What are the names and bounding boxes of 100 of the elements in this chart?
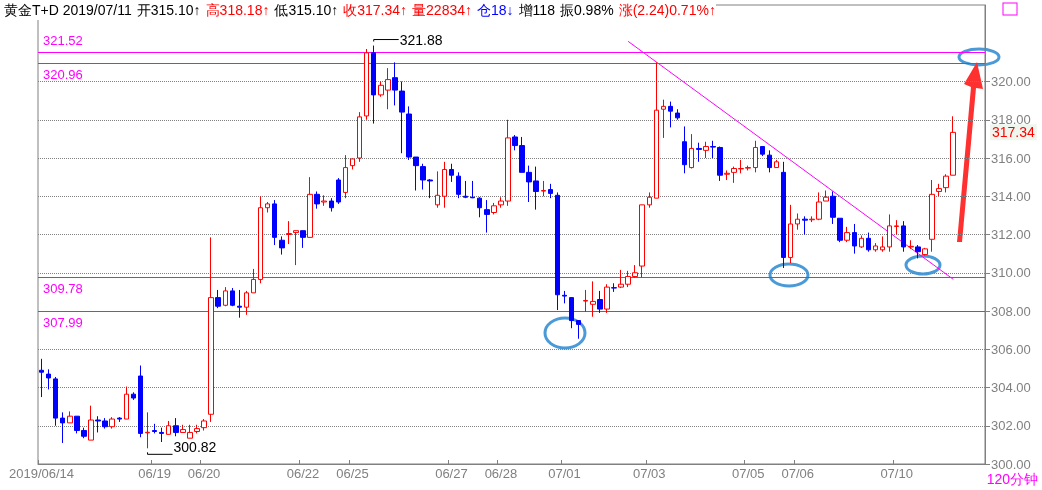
candlestick [109,416,115,430]
y-tick-label: 310.00 [991,265,1031,281]
candlestick [124,386,129,420]
x-tick-label: 07/05 [731,466,765,481]
candlestick [350,158,355,170]
ref-line-label: 320.96 [43,67,83,83]
candlestick [237,289,242,319]
y-tick-label: 314.00 [991,188,1031,204]
candlestick [943,173,949,193]
annotation: 低315.10↑ [274,2,339,20]
annotation: 高318.18↑ [205,2,270,20]
candlestick [753,140,758,173]
candlestick [314,190,320,210]
candlestick [449,163,454,183]
candlestick [286,220,292,245]
candlestick [223,286,228,307]
candlestick [541,180,546,197]
candlestick [675,108,680,121]
candlestick [159,427,164,443]
candlestick [138,365,143,438]
candlestick [661,99,666,139]
x-tick-label: 07/06 [781,466,814,481]
candlestick [915,244,921,259]
candlestick [300,230,306,249]
candlestick [802,215,808,235]
y-tick-label: 302.00 [991,418,1031,434]
candlestick [844,226,850,243]
candlestick [760,146,765,157]
candlestick [654,61,659,199]
candlestick [852,223,857,255]
x-axis-title: 120分钟 [986,471,1038,489]
candlestick [830,190,836,225]
candlestick [901,220,906,253]
ref-line-label: 321.52 [43,33,83,49]
candlestick [668,101,673,128]
candlestick [611,282,617,293]
candlestick [215,289,221,309]
y-tick-label: 308.00 [991,303,1031,319]
candlestick [922,247,928,257]
x-tick-label: 06/28 [484,466,518,481]
x-tick-label: 06/22 [286,466,320,481]
candlestick [583,289,588,313]
candlestick [208,236,214,423]
x-tick-label: 2019/06/14 [8,466,75,481]
annotation: 涨(2.24)0.71%↑ [618,2,716,20]
candlestick [364,48,369,121]
candlestick [555,191,560,311]
candlestick [767,149,772,173]
candlestick [548,183,553,199]
candlestick [265,201,270,214]
candlestick [837,217,843,243]
annotation: 300.82 [173,439,217,456]
candlestick [371,45,376,125]
candlestick [470,180,475,199]
candlestick [590,280,596,318]
candlestick [67,410,73,424]
y-tick-label: 320.00 [991,74,1031,89]
candlestick [887,213,892,253]
annotation: 仓18↓ [477,2,514,20]
candlestick [145,411,150,449]
candlestick [201,418,207,432]
candlestick [788,204,793,264]
candlestick [484,199,490,234]
candlestick [647,191,652,209]
candlestick [604,283,610,314]
candlestick [456,171,461,199]
candlestick [272,199,277,246]
text: 317.34 [992,124,1036,141]
x-tick-label: 07/10 [880,466,913,481]
candlestick [46,368,51,390]
candlestick [562,290,567,304]
candlestick [307,176,313,238]
ref-line-label: 307.99 [43,315,83,331]
candlestick [477,196,482,218]
candlestick [689,133,694,170]
x-tick-label: 06/25 [336,466,369,481]
candlestick [244,290,249,316]
y-tick-label: 300.00 [991,456,1031,472]
x-tick-label: 06/19 [138,466,171,481]
candlestick [859,234,864,249]
candlestick [908,239,914,250]
annotation: 增118 [518,2,555,20]
y-tick-label: 316.00 [991,150,1031,166]
y-tick-label: 312.00 [991,227,1031,242]
candlestick [230,287,235,307]
candlestick [131,391,136,401]
candlestick [166,420,171,435]
candlestick [639,204,645,279]
candlestick [442,161,447,209]
candlestick [53,376,58,427]
candlestick [258,195,263,284]
candlestick [724,169,730,181]
candlestick [795,212,800,231]
candlestick [774,159,779,169]
x-tick-label: 07/03 [633,466,666,481]
y-tick-label: 306.00 [991,341,1031,357]
candlestick [293,230,299,266]
candlestick [781,161,786,269]
candlestick [696,142,702,163]
candlestick [894,219,899,235]
